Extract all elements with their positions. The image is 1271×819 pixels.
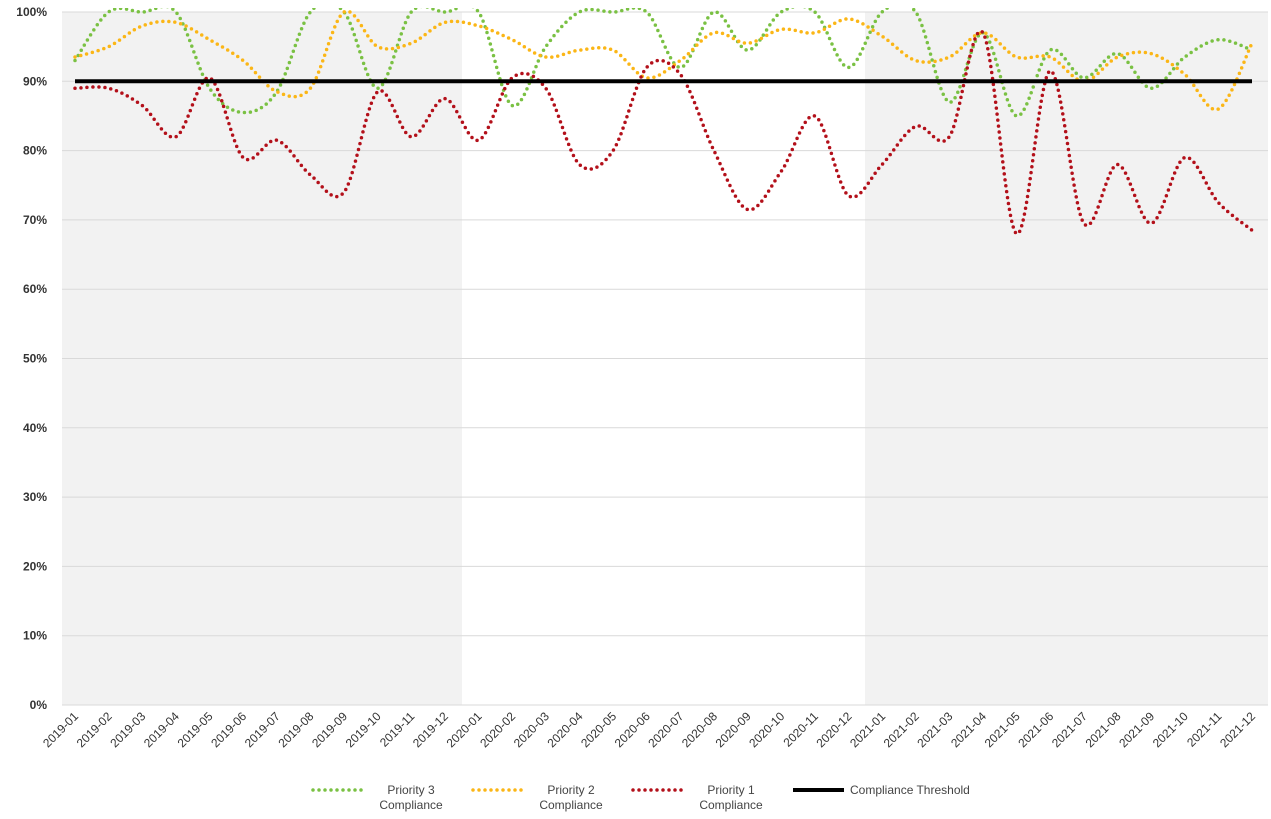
legend: Priority 3 Compliance Priority 2 Complian… [310, 783, 990, 813]
x-tick-label: 2020-01 [444, 709, 485, 750]
x-tick-label: 2019-12 [410, 709, 451, 750]
x-tick-label: 2019-09 [309, 709, 350, 750]
y-tick-label: 50% [23, 352, 47, 366]
x-tick-label: 2021-03 [914, 709, 955, 750]
x-tick-label: 2019-11 [377, 709, 418, 750]
x-tick-label: 2020-10 [746, 709, 787, 750]
y-tick-label: 70% [23, 213, 47, 227]
x-tick-label: 2021-10 [1150, 709, 1191, 750]
series-line [73, 29, 1254, 236]
y-tick-label: 20% [23, 559, 47, 573]
y-tick-label: 30% [23, 490, 47, 504]
x-tick-label: 2020-11 [781, 709, 822, 750]
x-tick-label: 2021-09 [1116, 709, 1157, 750]
x-tick-label: 2020-06 [612, 709, 653, 750]
x-tick-label: 2021-11 [1184, 709, 1225, 750]
y-tick-label: 0% [30, 698, 48, 712]
x-tick-label: 2021-04 [948, 709, 989, 750]
x-tick-label: 2020-07 [645, 709, 686, 750]
legend-swatch [793, 788, 844, 792]
legend-swatch [631, 788, 686, 792]
x-tick-label: 2021-06 [1015, 709, 1056, 750]
x-tick-label: 2019-03 [107, 709, 148, 750]
y-tick-label: 100% [16, 5, 47, 19]
legend-label: Priority 1 Compliance [699, 783, 763, 812]
legend-item: Priority 2 Compliance [470, 783, 612, 813]
legend-item: Priority 1 Compliance [630, 783, 772, 813]
y-tick-label: 80% [23, 144, 47, 158]
legend-label: Compliance Threshold [850, 783, 970, 797]
x-tick-label: 2020-04 [545, 709, 586, 750]
x-tick-label: 2019-08 [275, 709, 316, 750]
x-tick-label: 2019-01 [40, 709, 81, 750]
x-tick-label: 2021-07 [1049, 709, 1090, 750]
x-tick-label: 2020-03 [511, 709, 552, 750]
y-tick-label: 40% [23, 421, 47, 435]
x-tick-label: 2020-12 [814, 709, 855, 750]
legend-label: Priority 3 Compliance [379, 783, 443, 812]
y-tick-label: 90% [23, 74, 47, 88]
x-tick-label: 2021-08 [1083, 709, 1124, 750]
series-line [73, 9, 1254, 112]
y-tick-label: 10% [23, 629, 47, 643]
x-tick-label: 2021-12 [1217, 709, 1258, 750]
legend-item: Compliance Threshold [790, 783, 990, 813]
x-tick-label: 2020-08 [679, 709, 720, 750]
x-tick-label: 2019-10 [343, 709, 384, 750]
x-tick-label: 2019-07 [242, 709, 283, 750]
x-tick-label: 2021-02 [881, 709, 922, 750]
x-tick-label: 2019-06 [208, 709, 249, 750]
legend-swatch [311, 788, 366, 792]
x-tick-label: 2020-09 [713, 709, 754, 750]
legend-item: Priority 3 Compliance [310, 783, 452, 813]
x-tick-label: 2020-05 [578, 709, 619, 750]
plot [73, 8, 1254, 236]
x-tick-label: 2019-02 [74, 709, 115, 750]
x-tick-label: 2021-05 [982, 709, 1023, 750]
legend-swatch [471, 788, 526, 792]
x-tick-label: 2021-01 [847, 709, 888, 750]
x-tick-label: 2020-02 [477, 709, 518, 750]
x-tick-label: 2019-04 [141, 709, 182, 750]
x-tick-label: 2019-05 [175, 709, 216, 750]
legend-label: Priority 2 Compliance [539, 783, 603, 812]
y-tick-label: 60% [23, 282, 47, 296]
chart: 0% 10% 20% 30% 40% 50% 60% 70% 80% 90% 100% 2019-01… [16, 5, 1268, 750]
